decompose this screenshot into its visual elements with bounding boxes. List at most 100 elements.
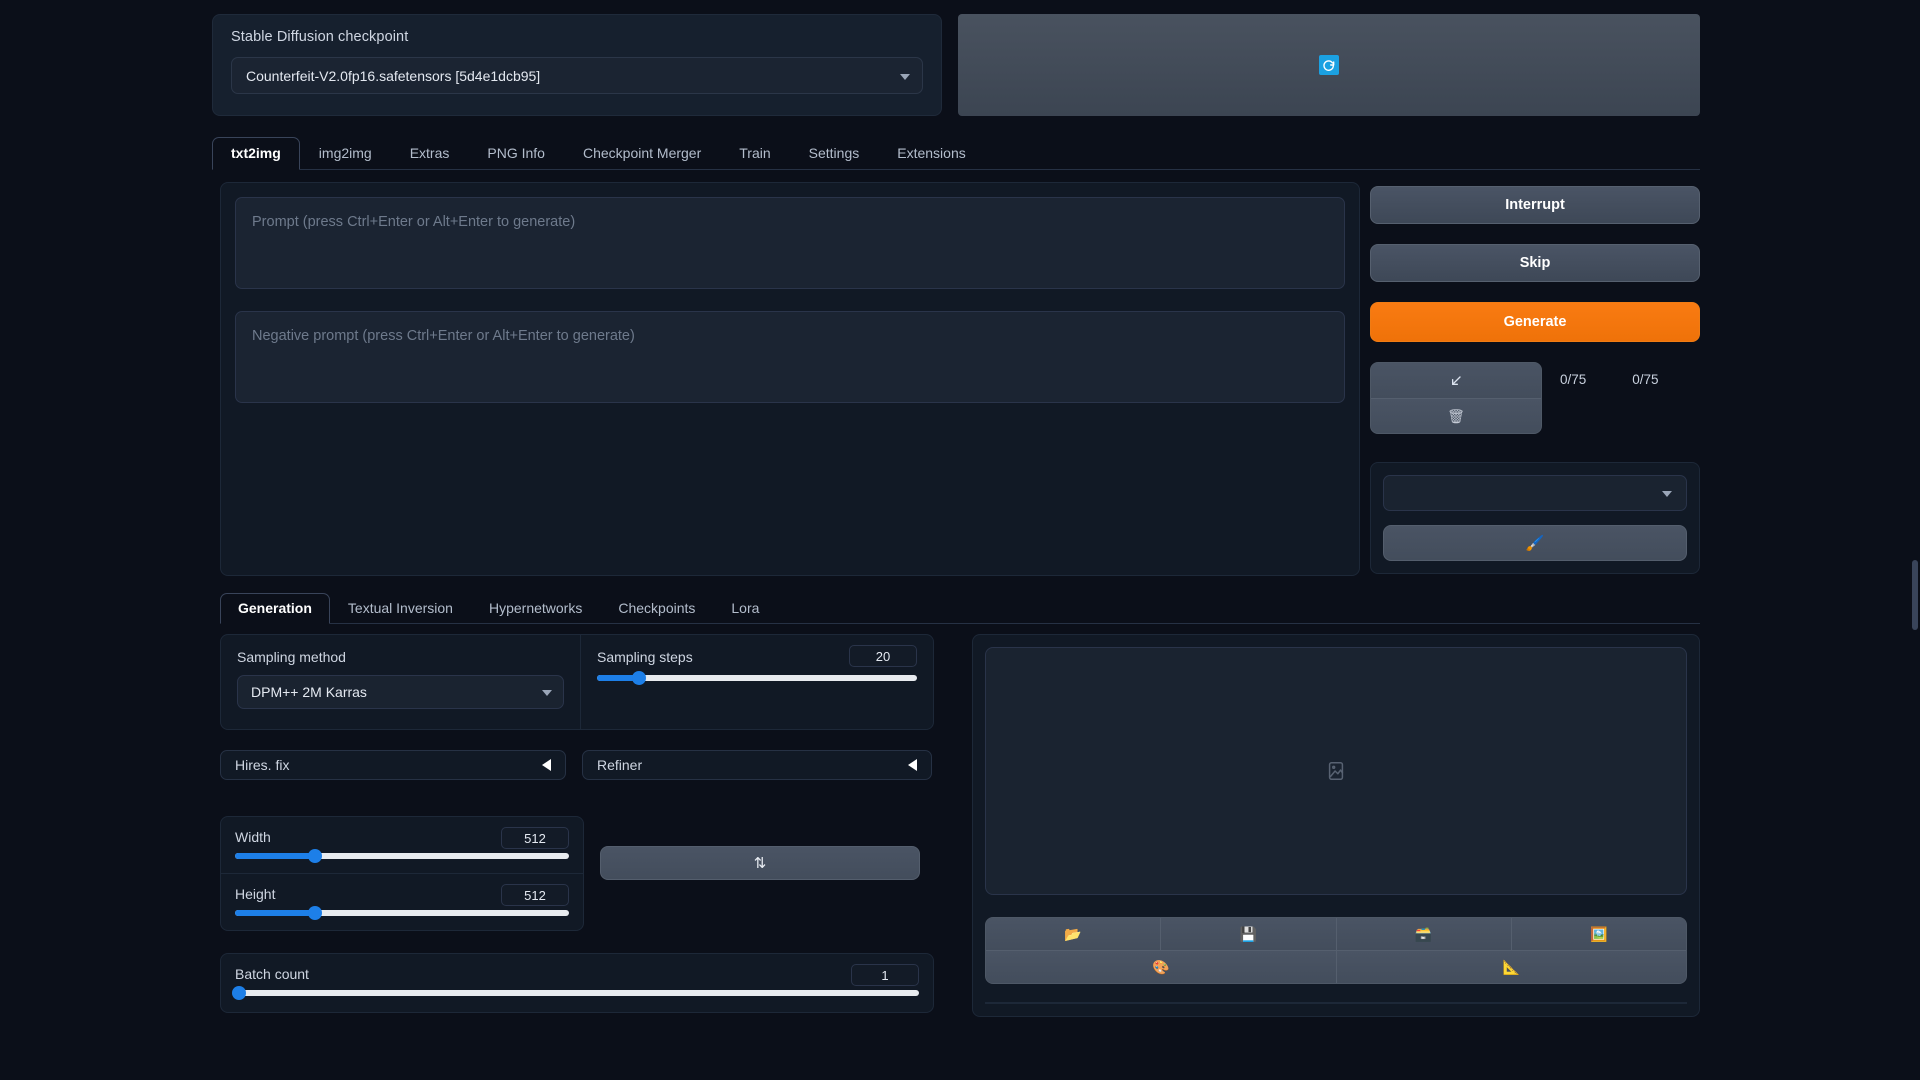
sampler-card: Sampling method DPM++ 2M Karras Sampling…	[220, 634, 934, 730]
chevron-down-icon	[542, 690, 552, 696]
save-button[interactable]: 💾	[1160, 918, 1336, 950]
prompt-token-counter: 0/75	[1560, 372, 1587, 387]
slider-fill	[235, 853, 316, 859]
picture-icon: 🖼️	[1590, 925, 1608, 942]
paintbrush-icon: 🖌️	[1525, 535, 1545, 552]
clear-prompt-button[interactable]: 🗑	[1371, 398, 1541, 433]
width-input[interactable]: 512	[501, 827, 569, 849]
save-icon: 💾	[1239, 925, 1258, 942]
save-zip-button[interactable]: 🗃️	[1335, 918, 1511, 950]
dimensions-row: Width 512 Height 512 ⇅	[220, 816, 942, 931]
negative-prompt-input[interactable]: Negative prompt (press Ctrl+Enter or Alt…	[235, 311, 1345, 403]
prompt-section: Prompt (press Ctrl+Enter or Alt+Enter to…	[220, 182, 1360, 576]
output-panel: 📂 💾 🗃️ 🖼️ 🎨 📐	[972, 634, 1700, 1017]
apply-style-button[interactable]: 🖌️	[1383, 525, 1687, 561]
chevron-left-icon	[908, 759, 917, 771]
top-row: Stable Diffusion checkpoint Counterfeit-…	[212, 14, 1700, 116]
tab-extras[interactable]: Extras	[409, 145, 450, 161]
sampling-steps-label: Sampling steps	[597, 649, 693, 665]
send-to-extras-button[interactable]: 📐	[1335, 951, 1686, 983]
sampling-steps-input[interactable]: 20	[849, 645, 917, 667]
styles-dropdown[interactable]	[1383, 475, 1687, 511]
tab-img2img[interactable]: img2img	[318, 145, 372, 161]
batch-count-card: Batch count 1	[220, 953, 934, 1013]
tab-png-info[interactable]: PNG Info	[487, 145, 545, 161]
subtab-generation[interactable]: Generation	[220, 593, 330, 624]
sampling-steps-group: Sampling steps 20	[581, 635, 933, 729]
styles-panel: 🖌️	[1370, 462, 1700, 574]
refresh-icon[interactable]	[1319, 55, 1339, 75]
folder-icon: 📂	[1064, 925, 1082, 942]
accordion-row: Hires. fix Refiner	[220, 750, 942, 780]
generation-settings: Sampling method DPM++ 2M Karras Sampling…	[220, 634, 942, 1080]
generate-button[interactable]: Generate	[1370, 302, 1700, 342]
batch-count-slider[interactable]	[232, 986, 919, 1000]
subtab-textual-inversion[interactable]: Textual Inversion	[347, 600, 453, 616]
slider-knob[interactable]	[308, 906, 323, 920]
negative-token-counter: 0/75	[1632, 372, 1659, 387]
sampling-method-group: Sampling method DPM++ 2M Karras	[221, 635, 581, 729]
output-gallery[interactable]	[985, 647, 1687, 895]
interrupt-button[interactable]: Interrupt	[1370, 186, 1700, 224]
output-tool-grid: 📂 💾 🗃️ 🖼️ 🎨 📐	[985, 917, 1687, 984]
chevron-left-icon	[542, 759, 551, 771]
send-to-inpaint-button[interactable]: 🎨	[986, 951, 1336, 983]
refiner-accordion[interactable]: Refiner	[582, 750, 932, 780]
skip-button[interactable]: Skip	[1370, 244, 1700, 282]
chevron-down-icon	[1662, 491, 1672, 497]
checkpoint-value: Counterfeit-V2.0fp16.safetensors [5d4e1d…	[246, 67, 541, 84]
width-group: Width 512	[221, 817, 583, 873]
dimensions-card: Width 512 Height 512	[220, 816, 584, 931]
send-to-img2img-button[interactable]: 🖼️	[1510, 918, 1686, 950]
prompt-tool-group: 🗑	[1370, 362, 1542, 434]
swap-dimensions-button[interactable]: ⇅	[600, 846, 920, 880]
hires-fix-label: Hires. fix	[235, 757, 290, 773]
restore-progress-button[interactable]	[1371, 363, 1541, 398]
page-scrollbar[interactable]	[1912, 560, 1918, 630]
generation-tabbar: Generation Textual Inversion Hypernetwor…	[220, 593, 1700, 624]
sampling-steps-slider[interactable]	[597, 671, 917, 685]
token-counters: 0/75 0/75	[1560, 372, 1710, 387]
subtab-lora[interactable]: Lora	[731, 600, 760, 616]
palette-icon: 🎨	[1152, 958, 1170, 975]
sampling-method-select[interactable]: DPM++ 2M Karras	[237, 675, 564, 709]
image-placeholder-icon	[1328, 762, 1344, 780]
checkpoint-dropdown[interactable]: Counterfeit-V2.0fp16.safetensors [5d4e1d…	[231, 57, 923, 94]
top-right-panel	[958, 14, 1700, 116]
width-label: Width	[235, 829, 271, 845]
height-slider[interactable]	[235, 906, 569, 920]
subtab-hypernetworks[interactable]: Hypernetworks	[488, 600, 583, 616]
ruler-icon: 📐	[1502, 958, 1520, 975]
batch-count-input[interactable]: 1	[851, 964, 919, 986]
slider-knob[interactable]	[232, 986, 247, 1000]
slider-fill	[597, 675, 639, 681]
prompt-input[interactable]: Prompt (press Ctrl+Enter or Alt+Enter to…	[235, 197, 1345, 289]
hires-fix-accordion[interactable]: Hires. fix	[220, 750, 566, 780]
negative-prompt-placeholder: Negative prompt (press Ctrl+Enter or Alt…	[252, 328, 635, 344]
output-tool-row: 📂 💾 🗃️ 🖼️	[986, 918, 1686, 950]
prompt-inner: Prompt (press Ctrl+Enter or Alt+Enter to…	[221, 183, 1359, 417]
slider-fill	[235, 910, 316, 916]
tab-settings[interactable]: Settings	[808, 145, 860, 161]
sampling-method-value: DPM++ 2M Karras	[251, 684, 367, 700]
width-slider[interactable]	[235, 849, 569, 863]
height-label: Height	[235, 886, 276, 902]
tab-train[interactable]: Train	[739, 145, 771, 161]
tab-extensions[interactable]: Extensions	[897, 145, 966, 161]
subtab-checkpoints[interactable]: Checkpoints	[618, 600, 696, 616]
checkpoint-label: Stable Diffusion checkpoint	[231, 29, 409, 45]
trash-icon: 🗑	[1447, 407, 1465, 424]
height-input[interactable]: 512	[501, 884, 569, 906]
tab-checkpoint-merger[interactable]: Checkpoint Merger	[582, 145, 702, 161]
tab-txt2img[interactable]: txt2img	[212, 137, 300, 170]
slider-knob[interactable]	[631, 671, 646, 685]
open-folder-button[interactable]: 📂	[986, 918, 1161, 950]
output-tool-row: 🎨 📐	[986, 950, 1686, 983]
sampling-method-label: Sampling method	[237, 649, 346, 665]
prompt-placeholder: Prompt (press Ctrl+Enter or Alt+Enter to…	[252, 214, 576, 230]
output-divider	[985, 1002, 1687, 1004]
slider-knob[interactable]	[308, 849, 323, 863]
main-tabbar: txt2img img2img Extras PNG Info Checkpoi…	[212, 137, 1700, 170]
action-column: Interrupt Skip Generate 🗑 0/75 0/75	[1370, 186, 1700, 434]
